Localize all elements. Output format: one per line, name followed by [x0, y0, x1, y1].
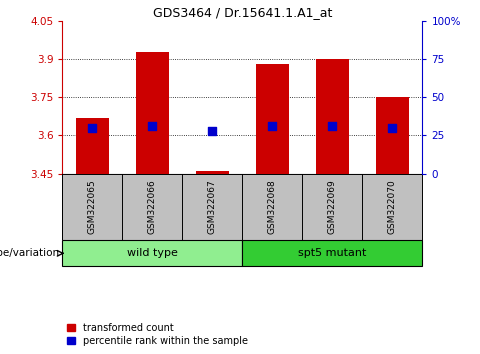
Point: [388, 125, 396, 131]
Text: spt5 mutant: spt5 mutant: [298, 248, 367, 258]
Text: wild type: wild type: [127, 248, 178, 258]
Point: [88, 125, 96, 131]
Text: genotype/variation: genotype/variation: [0, 248, 60, 258]
Title: GDS3464 / Dr.15641.1.A1_at: GDS3464 / Dr.15641.1.A1_at: [153, 6, 332, 19]
Legend: transformed count, percentile rank within the sample: transformed count, percentile rank withi…: [67, 323, 248, 346]
Point: [208, 128, 216, 134]
Bar: [256, 64, 289, 173]
Point: [328, 124, 336, 129]
Text: GSM322068: GSM322068: [268, 179, 277, 234]
Point: [268, 124, 276, 129]
Text: GSM322066: GSM322066: [148, 179, 157, 234]
Point: [149, 124, 156, 129]
Text: GSM322069: GSM322069: [328, 179, 337, 234]
Text: GSM322065: GSM322065: [88, 179, 97, 234]
Bar: [196, 171, 229, 173]
Bar: [242, 240, 422, 267]
Bar: [376, 97, 409, 173]
Text: GSM322067: GSM322067: [208, 179, 217, 234]
Bar: [76, 118, 109, 173]
Bar: [136, 52, 169, 173]
Bar: [62, 240, 242, 267]
Text: GSM322070: GSM322070: [388, 179, 397, 234]
Bar: [316, 59, 349, 173]
